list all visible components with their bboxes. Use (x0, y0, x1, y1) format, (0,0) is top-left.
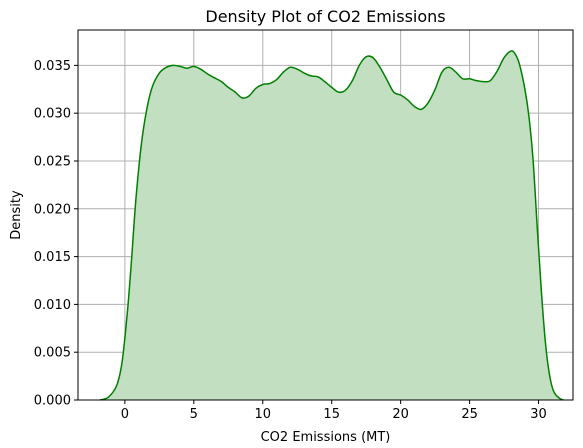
x-tick-label: 30 (530, 407, 547, 422)
x-axis: 0 5 10 15 20 25 30 (121, 400, 547, 422)
x-tick-label: 5 (190, 407, 198, 422)
y-tick-label: 0.020 (34, 202, 71, 217)
y-tick-label: 0.005 (34, 346, 71, 361)
y-axis: 0.000 0.005 0.010 0.015 0.020 0.025 0.030 0.035 (34, 59, 78, 409)
x-tick-label: 0 (121, 407, 129, 422)
y-tick-label: 0.015 (34, 250, 71, 265)
density-line (99, 50, 564, 401)
x-tick-label: 10 (254, 407, 271, 422)
y-tick-label: 0.000 (34, 394, 71, 409)
x-tick-label: 15 (323, 407, 340, 422)
y-tick-label: 0.035 (34, 59, 71, 74)
plot-frame (77, 29, 574, 401)
y-tick-label: 0.030 (34, 107, 71, 122)
x-axis-label: CO2 Emissions (MT) (261, 430, 391, 445)
x-tick-label: 20 (392, 407, 409, 422)
density-area (100, 50, 564, 400)
y-tick-label: 0.025 (34, 154, 71, 169)
chart-title: Density Plot of CO2 Emissions (205, 7, 445, 26)
y-axis-label: Density (9, 190, 24, 240)
x-tick-label: 25 (461, 407, 478, 422)
y-tick-label: 0.010 (34, 298, 71, 313)
